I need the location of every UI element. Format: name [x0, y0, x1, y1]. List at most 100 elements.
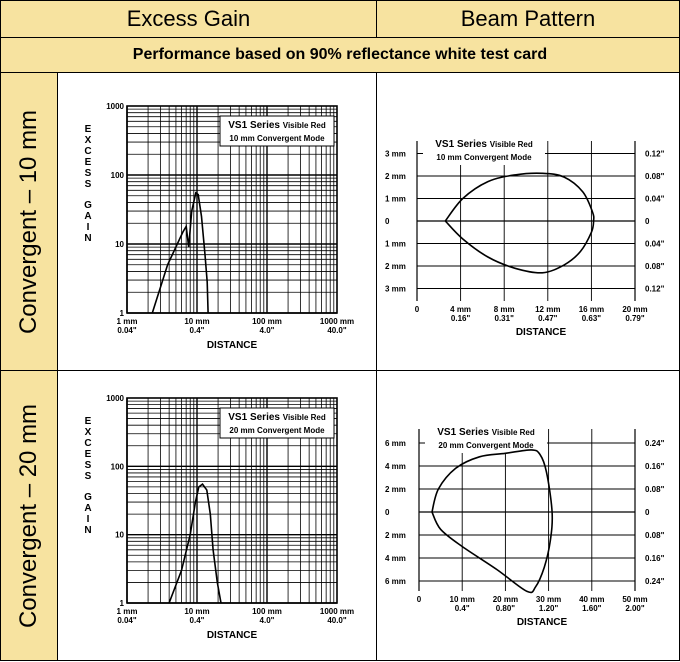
excess-gain-chart-10mm: 1 10 100 1000 1 mm0.04" 10 mm0.4" 100 mm4.0" 10… [84, 102, 354, 351]
x-tick-label: 20 mm [493, 595, 518, 604]
y-tick-label: 100 [111, 462, 125, 471]
x-tick-label: 0.47" [538, 314, 558, 323]
chart-title-suffix: Visible Red [492, 428, 535, 437]
y-axis-label-letter: G [84, 492, 92, 503]
chart-title-suffix: Visible Red [283, 413, 326, 422]
y-tick-label-left: 6 mm [385, 577, 406, 586]
x-tick-label: 10 mm [184, 317, 209, 326]
x-tick-label: 100 mm [252, 607, 282, 616]
y-axis-label-letter: I [87, 514, 90, 525]
y-tick-label-right: 0.24" [645, 577, 665, 586]
y-tick-label-left: 3 mm [385, 150, 406, 159]
row-label-20mm: Convergent – 20 mm [0, 370, 58, 661]
y-axis-label-letter: A [84, 503, 91, 514]
y-tick-label-left: 4 mm [385, 462, 406, 471]
y-tick-label-right: 0.12" [645, 285, 665, 294]
beam-pattern-chart-10mm: 3 mm 2 mm 1 mm 0 1 mm 2 mm 3 mm 0.12" 0.08" 0.04"… [385, 137, 665, 338]
y-tick-label: 1000 [106, 102, 124, 111]
chart-subtitle: 10 mm Convergent Mode [436, 153, 532, 162]
y-tick-label-right: 0.24" [645, 439, 665, 448]
y-tick-label-right: 0.08" [645, 485, 665, 494]
y-tick-label-right: 0.12" [645, 150, 665, 159]
y-tick-label: 10 [115, 240, 124, 249]
y-axis-label-letter: N [84, 525, 91, 536]
y-axis-label-letter: C [84, 146, 91, 157]
y-tick-label-left: 3 mm [385, 285, 406, 294]
x-tick-label: 0.80" [496, 604, 516, 613]
x-tick-label: 10 mm [184, 607, 209, 616]
gain-curve [168, 482, 222, 604]
chart-legend-box [423, 137, 545, 165]
chart-subtitle: 20 mm Convergent Mode [438, 441, 534, 450]
y-tick-label-right: 0.08" [645, 172, 665, 181]
beam-pattern-curve [444, 172, 595, 274]
gain-curve [151, 191, 209, 314]
chart-legend-box [219, 407, 335, 439]
excess-gain-chart-10mm-cell: 1 10 100 1000 1 mm 0.04" 10 mm 0.4" 100 mm 4.0" 10… [57, 72, 377, 371]
chart-subtitle: 10 mm Convergent Mode [229, 134, 325, 143]
y-axis-label-letter: X [85, 135, 92, 146]
y-axis-label-letter: S [85, 179, 92, 190]
plot-frame [126, 397, 338, 604]
beam-pattern-header: Beam Pattern [376, 0, 680, 38]
y-axis-label-letter: C [84, 438, 91, 449]
chart-title: VS1 Series Visible Red [435, 139, 533, 150]
x-tick-label: 4.0" [260, 326, 275, 335]
chart-subtitle: 20 mm Convergent Mode [229, 426, 325, 435]
x-tick-label: 1 mm [117, 607, 138, 616]
x-tick-label: 40.0" [327, 616, 347, 625]
x-axis-label: DISTANCE [516, 327, 567, 338]
x-tick-label: 10 mm [450, 595, 475, 604]
x-tick-label: 0.31" [495, 314, 515, 323]
y-axis-label-letter: E [85, 124, 92, 135]
beam-pattern-chart-10mm-cell: 3 mm 2 mm 1 mm 0 1 mm 2 mm 3 mm 0.12" 0.08" 0.04"… [376, 72, 680, 371]
y-tick-label-right: 0.16" [645, 554, 665, 563]
x-tick-label: 0.4" [455, 604, 470, 613]
x-axis-label: DISTANCE [517, 617, 568, 628]
x-tick-label: 0 [417, 595, 422, 604]
x-tick-label: 0.16" [451, 314, 471, 323]
x-tick-label: 100 mm [252, 317, 282, 326]
x-tick-label: 1.60" [582, 604, 602, 613]
x-tick-label: 8 mm [494, 305, 515, 314]
y-tick-label-right: 0.16" [645, 462, 665, 471]
y-tick-label-left: 2 mm [385, 172, 406, 181]
x-tick-label: 0.63" [582, 314, 602, 323]
y-tick-label-left: 4 mm [385, 554, 406, 563]
beam-pattern-chart-20mm: 6 mm 4 mm 2 mm 0 2 mm 4 mm 6 mm 0.24" 0.16" 0.08"… [385, 425, 665, 628]
y-tick-label-right: 0 [645, 508, 650, 517]
y-axis-label-letter: X [85, 427, 92, 438]
row-label-10mm-text: Convergent – 10 mm [15, 109, 42, 334]
y-tick-label-left: 2 mm [385, 485, 406, 494]
x-tick-label: 0 [415, 305, 420, 314]
y-tick-label-left: 2 mm [385, 262, 406, 271]
y-axis-label-letter: N [84, 233, 91, 244]
y-tick-label: 1000 [106, 394, 124, 403]
x-axis-label: DISTANCE [207, 340, 258, 351]
x-tick-label: 50 mm [622, 595, 647, 604]
y-axis-label-letter: G [84, 200, 92, 211]
x-tick-label: 40.0" [327, 326, 347, 335]
x-tick-label: 1 mm [117, 317, 138, 326]
excess-gain-chart-20mm-cell: 1 10 100 1000 1 mm 0.04" 10 mm 0.4" 100 mm 4.0" 10… [57, 370, 377, 661]
y-tick-label-right: 0.08" [645, 531, 665, 540]
excess-gain-chart-20mm: 1 10 100 1000 1 mm0.04" 10 mm0.4" 100 mm4.0" 10… [84, 394, 354, 641]
y-tick-label-left: 6 mm [385, 439, 406, 448]
y-tick-label-left: 2 mm [385, 531, 406, 540]
x-tick-label: 4 mm [450, 305, 471, 314]
chart-title-suffix: Visible Red [490, 140, 533, 149]
y-tick-label: 1 [120, 309, 125, 318]
x-tick-label: 1.20" [539, 604, 559, 613]
y-axis-label-letter: S [85, 460, 92, 471]
y-tick-label-right: 0 [645, 217, 650, 226]
x-tick-label: 0.79" [625, 314, 645, 323]
x-tick-label: 1000 mm [320, 607, 354, 616]
x-tick-label: 20 mm [622, 305, 647, 314]
excess-gain-header: Excess Gain [0, 0, 377, 38]
x-tick-label: 4.0" [260, 616, 275, 625]
beam-pattern-chart-20mm-cell: 6 mm 4 mm 2 mm 0 2 mm 4 mm 6 mm 0.24" 0.16" 0.08"… [376, 370, 680, 661]
x-tick-label: 1000 mm [320, 317, 354, 326]
chart-title: VS1 Series Visible Red [437, 427, 535, 438]
y-axis-label-letter: E [85, 416, 92, 427]
